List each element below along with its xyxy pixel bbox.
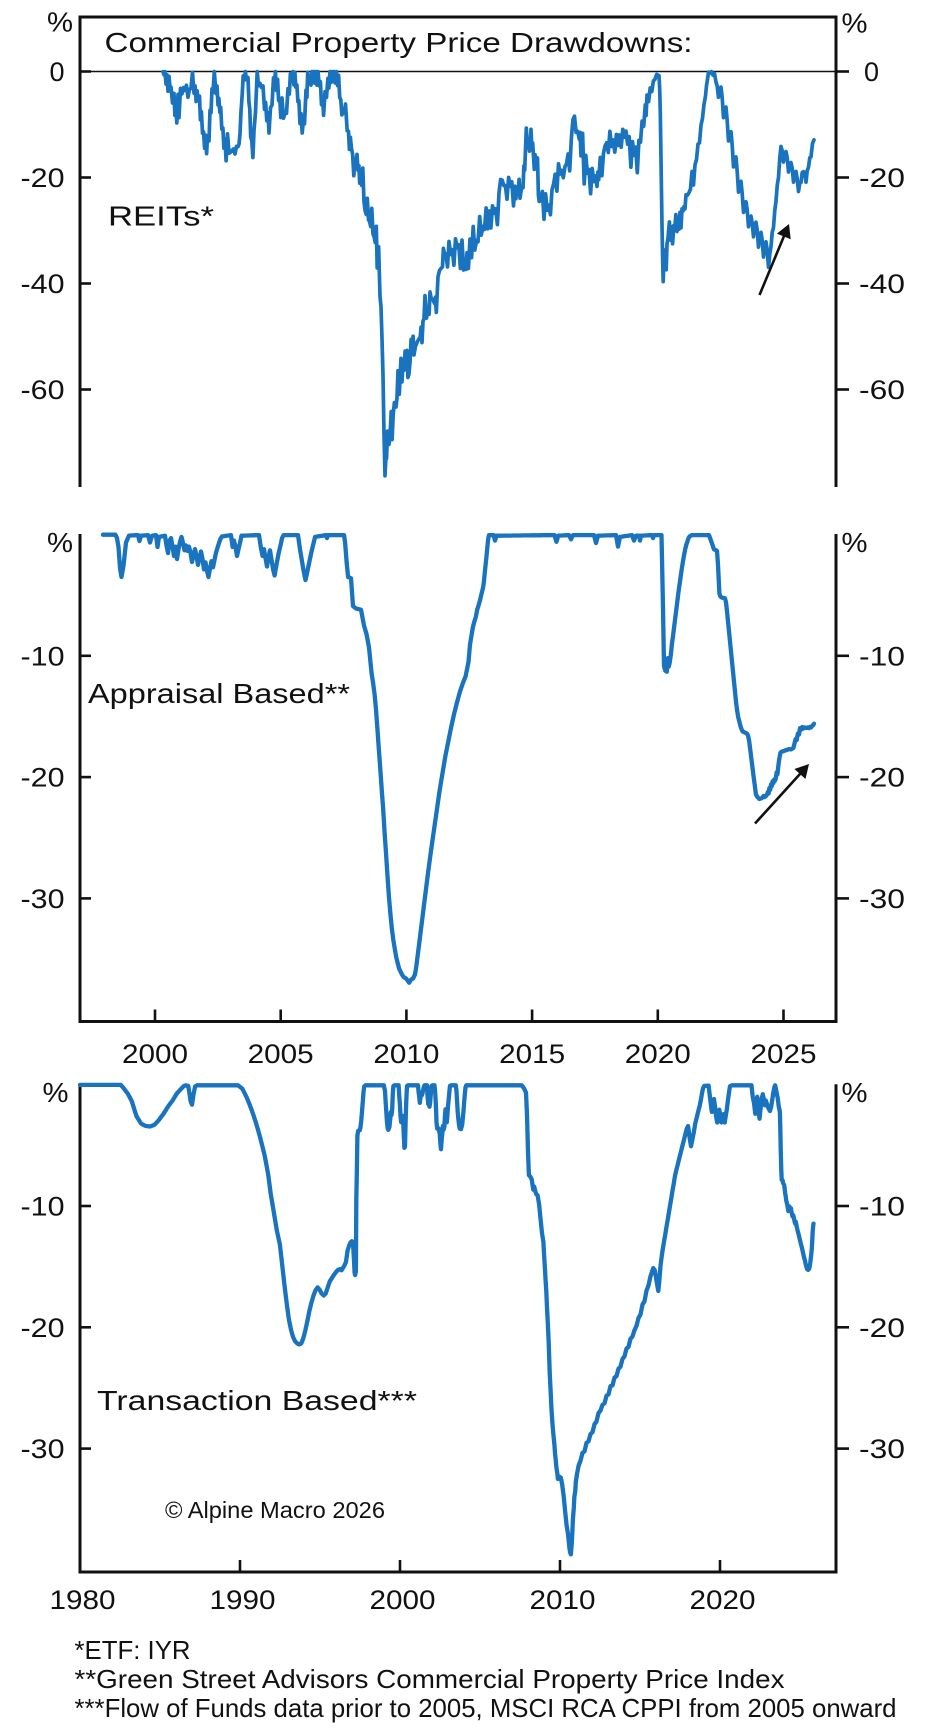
svg-text:-60: -60 xyxy=(859,375,905,405)
svg-text:%: % xyxy=(47,7,73,38)
svg-text:%: % xyxy=(43,1077,69,1108)
svg-text:%: % xyxy=(842,7,868,38)
svg-text:***Flow of Funds data prior to: ***Flow of Funds data prior to 2005, MSC… xyxy=(75,1693,897,1723)
svg-text:0: 0 xyxy=(864,57,879,87)
svg-text:*ETF: IYR: *ETF: IYR xyxy=(75,1635,191,1665)
svg-text:2025: 2025 xyxy=(751,1039,817,1069)
svg-text:2010: 2010 xyxy=(530,1585,596,1615)
svg-text:-30: -30 xyxy=(859,1434,905,1464)
svg-text:-20: -20 xyxy=(859,1313,905,1343)
svg-text:-20: -20 xyxy=(859,163,905,193)
svg-text:2010: 2010 xyxy=(373,1039,439,1069)
svg-text:2020: 2020 xyxy=(690,1585,756,1615)
svg-text:1990: 1990 xyxy=(210,1585,276,1615)
svg-text:2000: 2000 xyxy=(370,1585,436,1615)
svg-text:-30: -30 xyxy=(21,884,65,914)
svg-text:-20: -20 xyxy=(21,763,65,793)
svg-text:%: % xyxy=(47,527,73,558)
svg-text:-30: -30 xyxy=(21,1434,65,1464)
svg-text:1980: 1980 xyxy=(50,1585,116,1615)
svg-text:2000: 2000 xyxy=(122,1039,188,1069)
svg-text:2015: 2015 xyxy=(499,1039,565,1069)
svg-text:-30: -30 xyxy=(859,884,905,914)
svg-text:0: 0 xyxy=(49,57,64,87)
svg-text:© Alpine Macro 2026: © Alpine Macro 2026 xyxy=(165,1497,385,1523)
svg-text:Commercial Property Price Draw: Commercial Property Price Drawdowns: xyxy=(105,27,693,58)
svg-text:-20: -20 xyxy=(21,163,65,193)
svg-text:**Green Street Advisors Commer: **Green Street Advisors Commercial Prope… xyxy=(75,1664,785,1694)
svg-text:2020: 2020 xyxy=(625,1039,691,1069)
svg-text:-10: -10 xyxy=(859,642,905,672)
svg-text:-20: -20 xyxy=(21,1313,65,1343)
svg-text:-10: -10 xyxy=(859,1192,905,1222)
svg-text:%: % xyxy=(842,527,868,558)
svg-text:%: % xyxy=(842,1077,868,1108)
svg-text:Transaction Based***: Transaction Based*** xyxy=(97,1385,417,1416)
svg-text:-20: -20 xyxy=(859,763,905,793)
svg-text:-60: -60 xyxy=(21,375,65,405)
svg-text:2005: 2005 xyxy=(248,1039,314,1069)
svg-text:-40: -40 xyxy=(21,269,65,299)
svg-text:-10: -10 xyxy=(21,642,65,672)
svg-text:REITs*: REITs* xyxy=(108,201,214,232)
svg-text:-10: -10 xyxy=(21,1192,65,1222)
svg-text:-40: -40 xyxy=(859,269,905,299)
svg-text:Appraisal Based**: Appraisal Based** xyxy=(88,678,350,709)
